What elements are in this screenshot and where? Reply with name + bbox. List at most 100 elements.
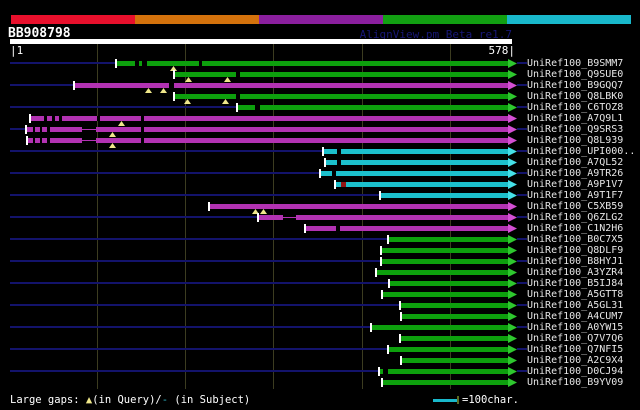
hit-label[interactable]: UniRef100_A2C9X4 xyxy=(527,355,624,366)
hit-label[interactable]: UniRef100_A7QL52 xyxy=(527,157,624,168)
hit-label[interactable]: UniRef100_B8HYJ1 xyxy=(527,256,624,267)
ruler-end-label: 578| xyxy=(488,44,516,57)
subject-overhang-line xyxy=(10,370,379,372)
hit-bar[interactable] xyxy=(380,193,508,198)
hit-bar[interactable] xyxy=(381,248,508,253)
alignment-row: UniRef100_A7Q9L1 xyxy=(0,113,640,126)
hit-label[interactable]: UniRef100_A9T1F7 xyxy=(527,190,624,201)
subject-overhang-stub xyxy=(517,260,527,262)
alignment-start-tick xyxy=(379,191,381,200)
subject-overhang-line xyxy=(10,84,74,86)
alignment-start-tick xyxy=(173,92,175,101)
hit-bar[interactable] xyxy=(174,94,508,99)
alignment-start-tick xyxy=(334,180,336,189)
hit-label[interactable]: UniRef100_Q8DLF9 xyxy=(527,245,624,256)
hit-bar[interactable] xyxy=(27,138,508,143)
hit-bar[interactable] xyxy=(237,105,508,110)
bar-arrow-icon xyxy=(508,92,517,101)
hit-label[interactable]: UniRef100_D0CJ94 xyxy=(527,366,624,377)
hit-bar[interactable] xyxy=(209,204,508,209)
alignment-row: UniRef100_A9P1V7 xyxy=(0,179,640,190)
hit-label[interactable]: UniRef100_A0YW15 xyxy=(527,322,624,333)
query-gap-triangle-icon xyxy=(109,143,116,148)
alignment-row: UniRef100_UPI000.. xyxy=(0,146,640,157)
hit-label[interactable]: UniRef100_UPI000.. xyxy=(527,146,636,157)
hit-label[interactable]: UniRef100_Q7V7Q6 xyxy=(527,333,624,344)
gap-dash xyxy=(337,160,341,165)
legend-prefix: Large gaps: xyxy=(10,394,86,406)
scale-segment xyxy=(259,15,383,24)
hit-label[interactable]: UniRef100_Q8LBK0 xyxy=(527,91,624,102)
alignment-row: UniRef100_A9T1F7 xyxy=(0,190,640,201)
bar-arrow-icon xyxy=(508,191,517,200)
hit-bar[interactable] xyxy=(371,325,508,330)
gap-dash xyxy=(59,116,62,121)
hit-bar[interactable] xyxy=(26,127,508,132)
hit-bar[interactable] xyxy=(382,292,508,297)
hit-label[interactable]: UniRef100_A7Q9L1 xyxy=(527,113,624,124)
hit-label[interactable]: UniRef100_A5GL31 xyxy=(527,300,624,311)
alignment-start-tick xyxy=(208,202,210,211)
hit-label[interactable]: UniRef100_A9P1V7 xyxy=(527,179,624,190)
hit-bar[interactable] xyxy=(379,369,508,374)
hit-bar[interactable] xyxy=(174,72,508,77)
hit-bar[interactable] xyxy=(116,61,508,66)
alignment-row: UniRef100_Q8L939 xyxy=(0,135,640,148)
hit-label[interactable]: UniRef100_Q6ZLG2 xyxy=(527,212,624,223)
hit-label[interactable]: UniRef100_A3YZR4 xyxy=(527,267,624,278)
gap-dash xyxy=(199,61,202,66)
hit-bar[interactable] xyxy=(401,314,508,319)
hit-label[interactable]: UniRef100_A9TR26 xyxy=(527,168,624,179)
query-gap-triangle-icon xyxy=(260,209,267,214)
hit-label[interactable]: UniRef100_C5XB59 xyxy=(527,201,624,212)
alignment-row: UniRef100_A9TR26 xyxy=(0,168,640,179)
hit-label[interactable]: UniRef100_C6TOZ8 xyxy=(527,102,624,113)
bar-arrow-icon xyxy=(508,257,517,266)
alignment-row: UniRef100_B9GQQ7 xyxy=(0,80,640,93)
hit-label[interactable]: UniRef100_Q8L939 xyxy=(527,135,624,146)
hit-bar[interactable] xyxy=(400,336,508,341)
hit-label[interactable]: UniRef100_Q7NFI5 xyxy=(527,344,624,355)
hit-label[interactable]: UniRef100_Q9SUE0 xyxy=(527,69,624,80)
hit-bar[interactable] xyxy=(30,116,508,121)
hit-bar[interactable] xyxy=(376,270,508,275)
hit-label[interactable]: UniRef100_A4CUM7 xyxy=(527,311,624,322)
hit-bar[interactable] xyxy=(258,215,508,220)
hit-bar[interactable] xyxy=(323,149,508,154)
hit-label[interactable]: UniRef100_B9SMM7 xyxy=(527,58,624,69)
hit-bar[interactable] xyxy=(401,358,508,363)
hit-bar[interactable] xyxy=(305,226,508,231)
hit-label[interactable]: UniRef100_B0C7X5 xyxy=(527,234,624,245)
hit-bar[interactable] xyxy=(381,259,508,264)
hit-label[interactable]: UniRef100_B5IJ84 xyxy=(527,278,624,289)
hit-bar[interactable] xyxy=(74,83,508,88)
hit-bar[interactable] xyxy=(320,171,508,176)
alignment-start-tick xyxy=(324,158,326,167)
bar-arrow-icon xyxy=(508,59,517,68)
bar-arrow-icon xyxy=(508,301,517,310)
hit-label[interactable]: UniRef100_A5GTT8 xyxy=(527,289,624,300)
bar-arrow-icon xyxy=(508,81,517,90)
subject-overhang-line xyxy=(10,172,320,174)
hit-bar[interactable] xyxy=(388,347,508,352)
hit-bar[interactable] xyxy=(382,380,508,385)
alignment-start-tick xyxy=(319,169,321,178)
hit-label[interactable]: UniRef100_Q9SRS3 xyxy=(527,124,624,135)
hit-label[interactable]: UniRef100_B9YV09 xyxy=(527,377,624,388)
alignment-start-tick xyxy=(381,378,383,387)
alignment-start-tick xyxy=(257,213,259,222)
hit-label[interactable]: UniRef100_C1N2H6 xyxy=(527,223,624,234)
hit-label[interactable]: UniRef100_B9GQQ7 xyxy=(527,80,624,91)
alignment-start-tick xyxy=(381,290,383,299)
hit-bar[interactable] xyxy=(388,237,508,242)
hit-bar[interactable] xyxy=(335,182,508,187)
hit-bar[interactable] xyxy=(325,160,508,165)
gap-dash xyxy=(47,138,50,143)
hit-bar[interactable] xyxy=(400,303,508,308)
alignment-start-tick xyxy=(387,345,389,354)
query-gap-triangle-icon xyxy=(170,66,177,71)
hit-bar[interactable] xyxy=(389,281,508,286)
alignment-row: UniRef100_A2C9X4 xyxy=(0,355,640,366)
legend: Large gaps: ▲(in Query)/- (in Subject) xyxy=(10,394,250,406)
